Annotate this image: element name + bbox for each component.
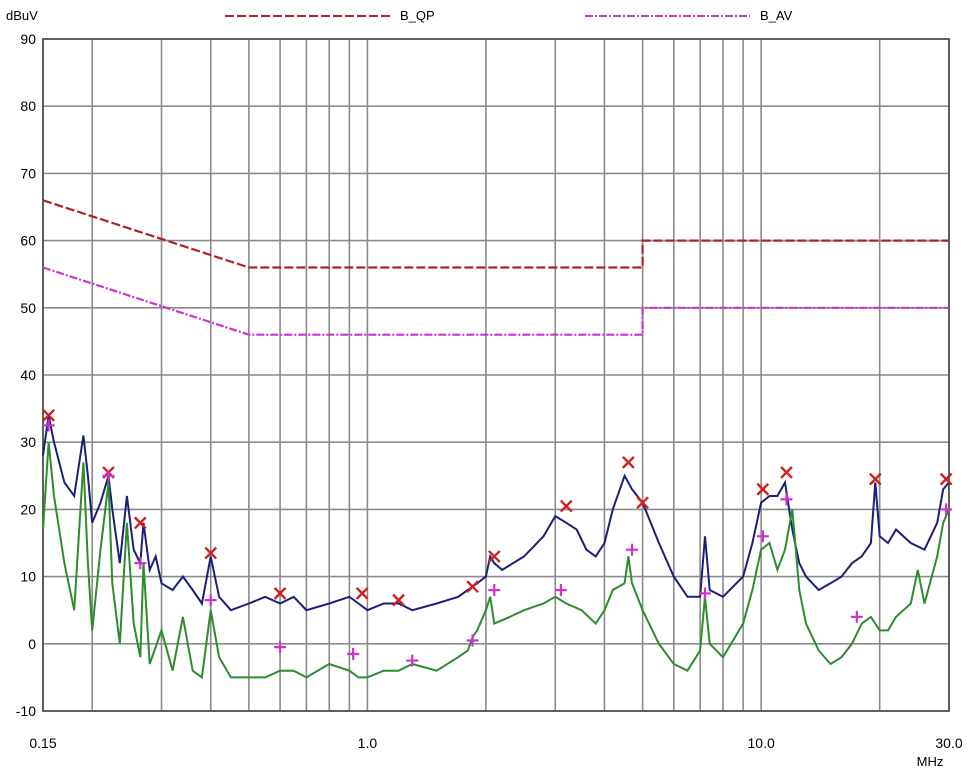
y-tick-label-8: 70 xyxy=(20,165,36,181)
y-tick-label-10: 90 xyxy=(20,31,36,47)
x-axis-label: MHz xyxy=(917,754,944,769)
y-axis-label: dBuV xyxy=(6,8,38,23)
x-tick-label-2: 10.0 xyxy=(748,735,775,751)
y-tick-label-4: 30 xyxy=(20,434,36,450)
y-tick-label-0: -10 xyxy=(16,703,36,719)
y-tick-label-6: 50 xyxy=(20,300,36,316)
y-tick-label-7: 60 xyxy=(20,233,36,249)
x-tick-label-1: 1.0 xyxy=(358,735,378,751)
legend-label-b-av: B_AV xyxy=(760,8,793,23)
y-tick-label-5: 40 xyxy=(20,367,36,383)
x-tick-label-3: 30.0 xyxy=(935,735,962,751)
y-tick-label-2: 10 xyxy=(20,569,36,585)
x-tick-label-0: 0.15 xyxy=(29,735,56,751)
y-tick-label-3: 20 xyxy=(20,501,36,517)
y-tick-label-1: 0 xyxy=(28,636,36,652)
legend-label-b-qp: B_QP xyxy=(400,8,435,23)
y-tick-label-9: 80 xyxy=(20,98,36,114)
